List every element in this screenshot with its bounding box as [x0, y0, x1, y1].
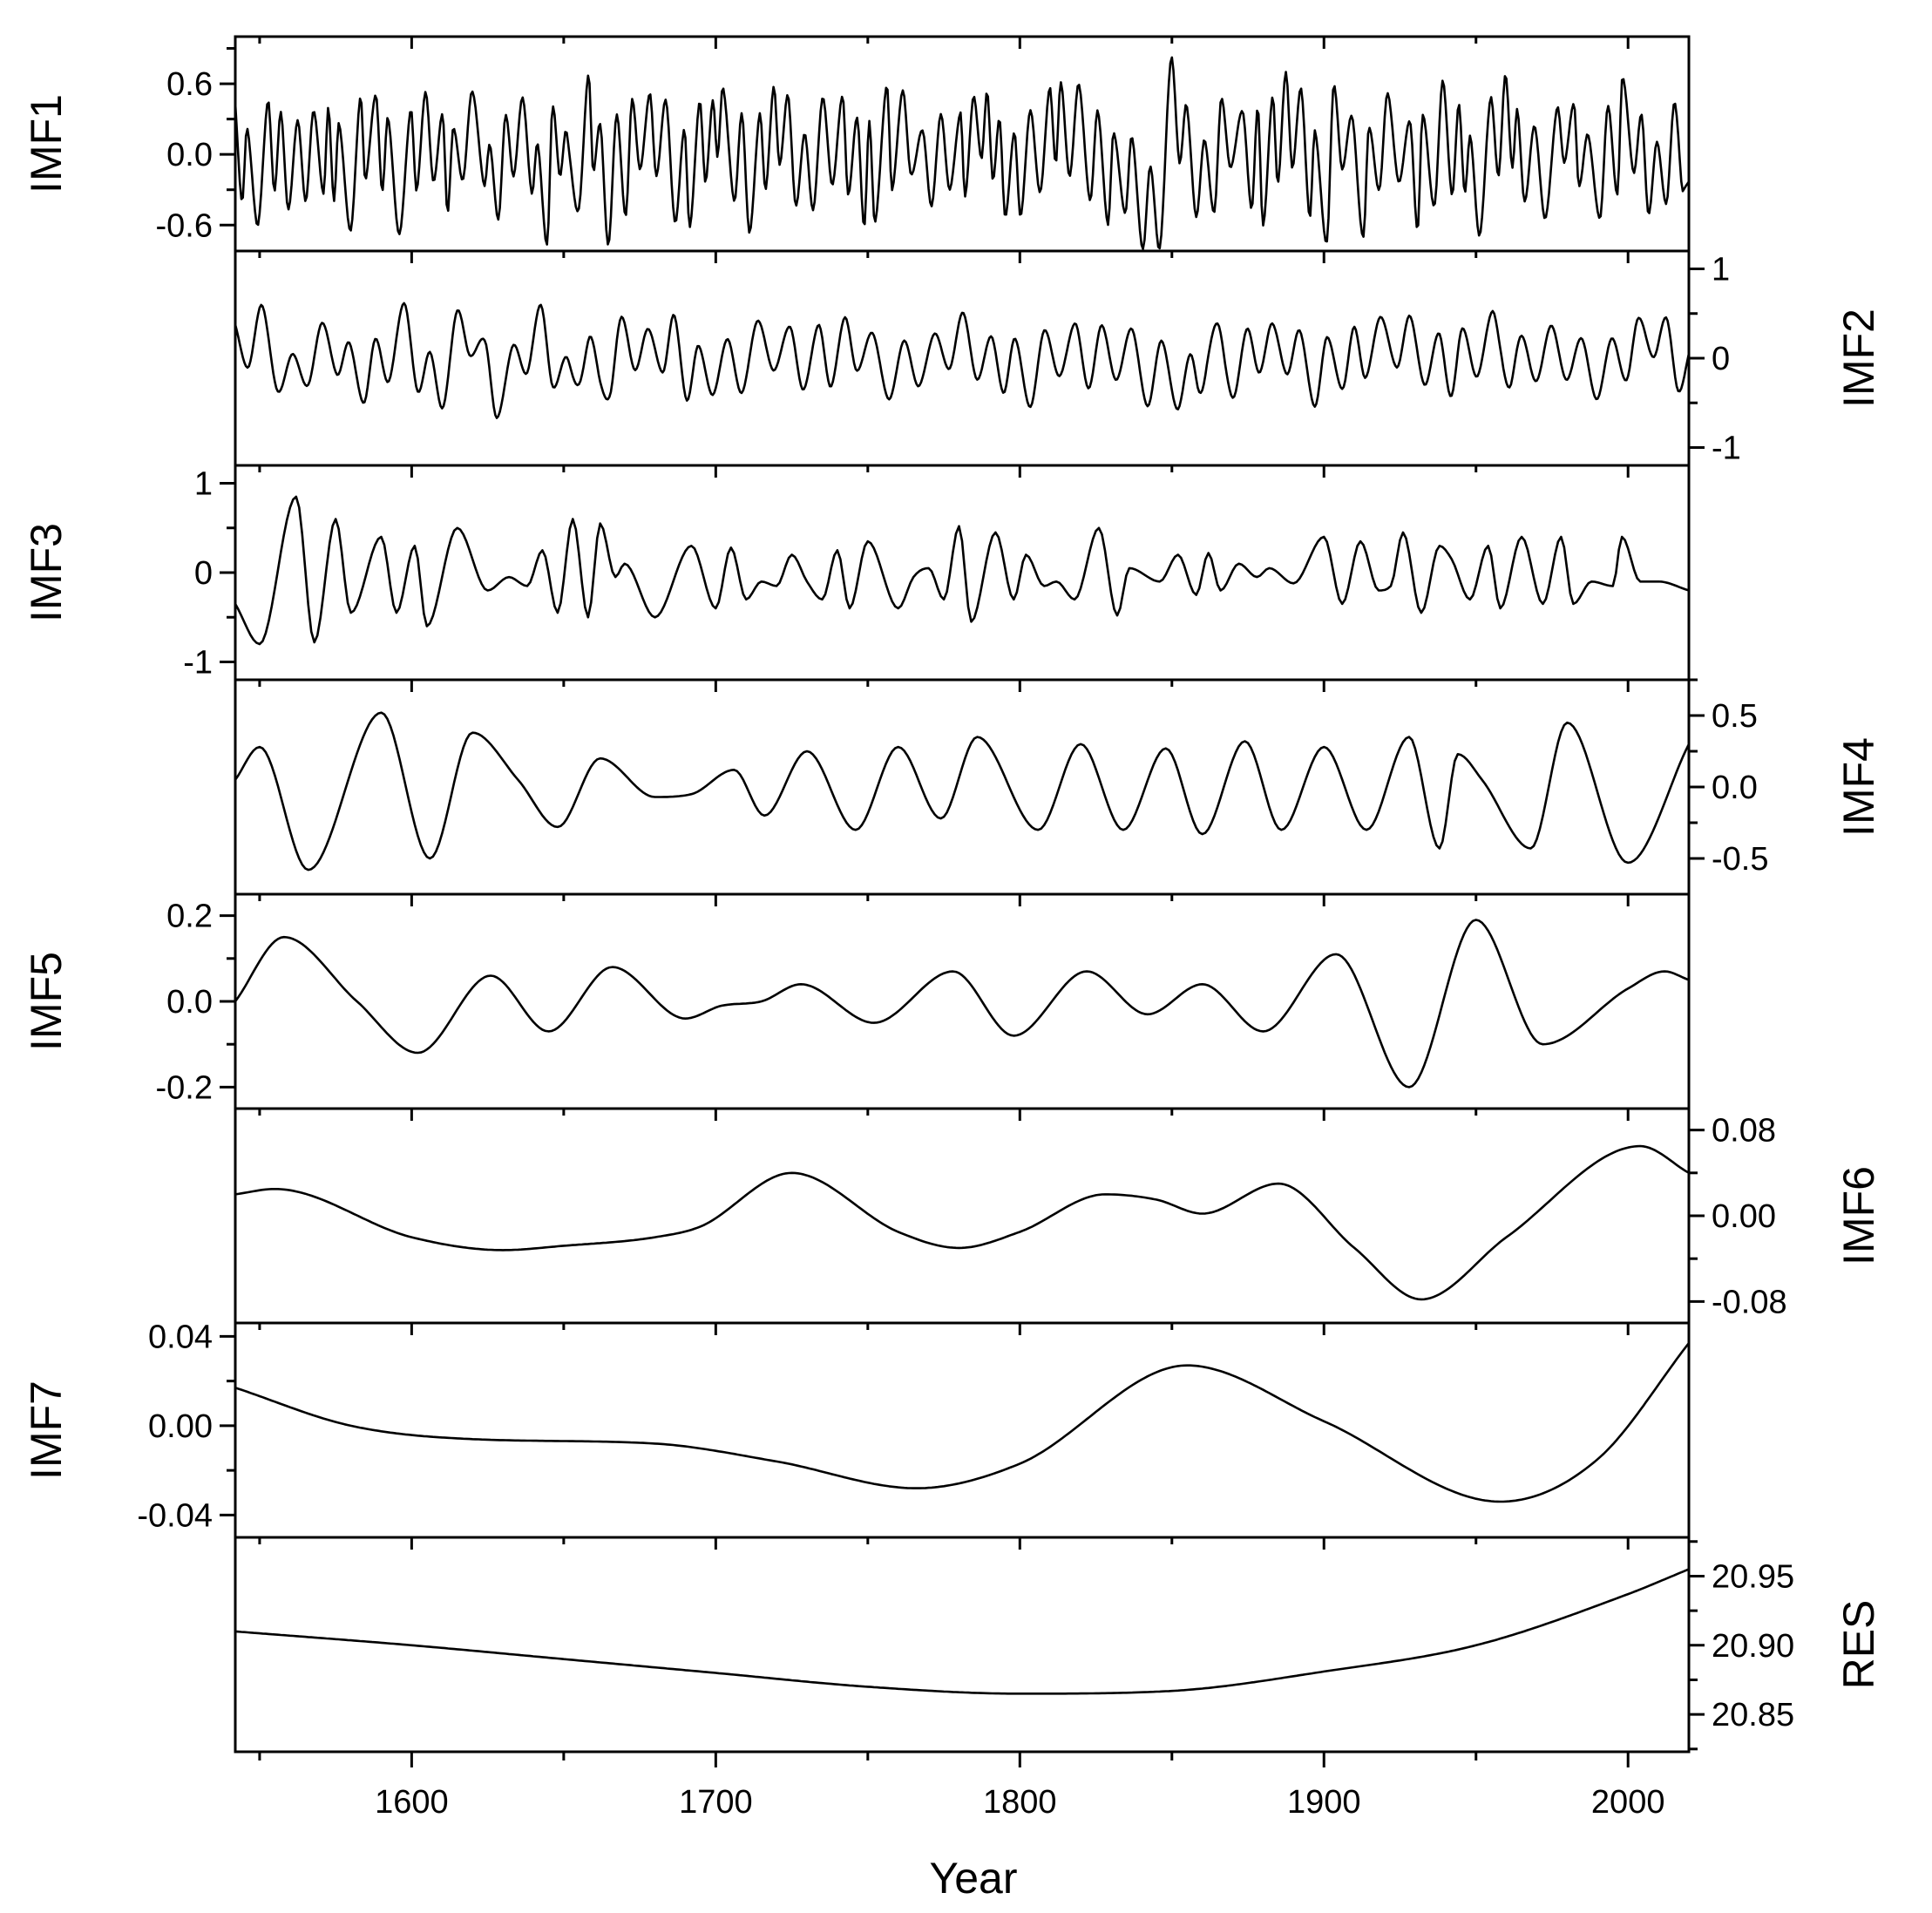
panel-frame: [234, 892, 1691, 1110]
panel-res: 20.85 20.90 20.95 RES: [234, 1536, 1883, 1754]
y-tick-label: 0.0: [1712, 770, 1758, 806]
panel-title-imf4: IMF4: [1834, 737, 1883, 837]
y-tick-label: -0.2: [156, 1069, 213, 1106]
y-tick-label: 0: [1712, 341, 1730, 377]
y-tick-label: -1: [1712, 431, 1741, 467]
panel-title-imf5: IMF5: [22, 952, 71, 1051]
panel-title-res: RES: [1834, 1600, 1883, 1690]
y-tick-label: 0.2: [166, 899, 213, 935]
y-tick-label: -0.04: [137, 1497, 213, 1534]
y-tick-label: 0.04: [148, 1319, 213, 1355]
y-tick-label: -0.08: [1712, 1284, 1787, 1320]
panel-title-imf2: IMF2: [1834, 309, 1883, 408]
y-tick-label: 20.85: [1712, 1697, 1794, 1733]
panel-imf5: -0.2 0.0 0.2 IMF5: [22, 892, 1691, 1110]
y-tick-label: 0.08: [1712, 1113, 1776, 1150]
panels-group: -0.6 0.0 0.6 IMF1 -1 0 1 IMF2 -1 0 1 IMF3 -0.5 0.0 0.5…: [22, 35, 1883, 1821]
x-axis: 1600 1700 1800 1900 2000: [258, 1752, 1665, 1821]
y-tick-label: 0: [194, 555, 213, 592]
x-tick-label: 1600: [375, 1784, 449, 1821]
x-axis-title: Year: [929, 1854, 1017, 1903]
panel-imf6: -0.08 0.00 0.08 IMF6: [234, 1107, 1883, 1325]
y-tick-label: 20.95: [1712, 1558, 1794, 1595]
x-tick-label: 1900: [1287, 1784, 1361, 1821]
panel-title-imf1: IMF1: [22, 94, 71, 193]
panel-imf2: -1 0 1 IMF2: [234, 249, 1883, 467]
y-tick-label: 1: [1712, 252, 1730, 288]
series-line-imf6: [234, 1144, 1690, 1301]
panel-frame: [234, 1536, 1691, 1754]
panel-imf3: -1 0 1 IMF3: [22, 464, 1691, 682]
y-tick-label: -0.6: [156, 207, 213, 244]
panel-imf1: -0.6 0.0 0.6 IMF1: [22, 35, 1691, 253]
y-tick-label: 0.0: [166, 137, 213, 173]
y-tick-label: -0.5: [1712, 841, 1768, 878]
y-tick-label: -1: [183, 645, 213, 682]
series-line-imf7: [234, 1342, 1691, 1503]
x-tick-label: 2000: [1591, 1784, 1665, 1821]
series-line-imf4: [234, 711, 1691, 872]
panel-title-imf7: IMF7: [22, 1380, 71, 1480]
series-line-imf3: [234, 495, 1690, 646]
panel-title-imf6: IMF6: [1834, 1166, 1883, 1265]
y-tick-label: 0.5: [1712, 698, 1758, 735]
panel-title-imf3: IMF3: [22, 523, 71, 622]
series-line-imf1: [234, 56, 1691, 250]
series-line-imf2: [234, 302, 1691, 419]
panel-frame: [234, 1107, 1691, 1325]
y-tick-label: 0.00: [148, 1408, 213, 1445]
panel-frame: [234, 1321, 1691, 1539]
panel-frame: [234, 464, 1691, 682]
y-tick-label: 1: [194, 466, 213, 503]
panel-imf4: -0.5 0.0 0.5 IMF4: [234, 678, 1883, 896]
y-tick-label: 0.00: [1712, 1198, 1776, 1235]
y-tick-label: 0.6: [166, 66, 213, 103]
y-tick-label: 20.90: [1712, 1628, 1794, 1665]
y-tick-label: 0.0: [166, 984, 213, 1021]
series-line-imf5: [234, 919, 1690, 1089]
series-line-res: [234, 1568, 1690, 1695]
x-tick-label: 1700: [679, 1784, 753, 1821]
x-tick-label: 1800: [983, 1784, 1057, 1821]
panel-imf7: -0.04 0.00 0.04 IMF7: [22, 1319, 1691, 1539]
